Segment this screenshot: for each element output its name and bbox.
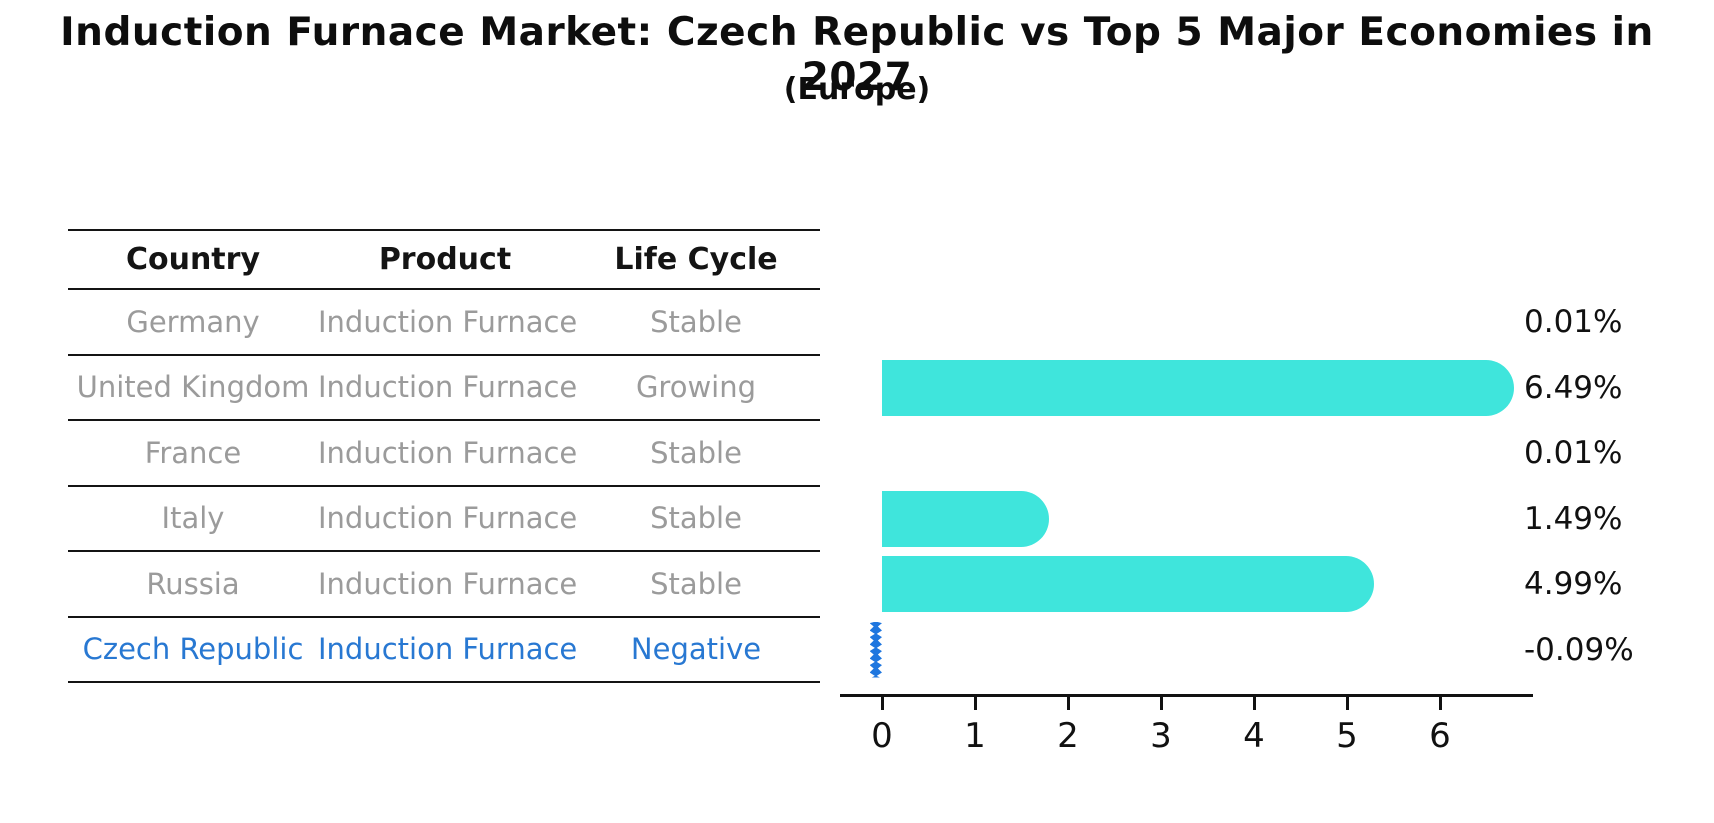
country-table: Country Product Life Cycle Germany Induct… [68, 229, 820, 683]
x-tick-1 [973, 697, 977, 710]
table-row-russia: Russia Induction Furnace Stable [68, 550, 820, 616]
table-row-germany: Germany Induction Furnace Stable [68, 288, 820, 354]
cell-country: Russia [146, 566, 240, 601]
x-tick-label-2: 2 [1057, 716, 1079, 756]
value-label-czech-republic: -0.09% [1524, 631, 1634, 668]
cell-life-cycle: Negative [630, 632, 762, 667]
x-tick-label-4: 4 [1243, 716, 1265, 756]
cell-product: Induction Furnace [318, 501, 578, 536]
bar-czech-republic [869, 621, 882, 678]
table-row-italy: Italy Induction Furnace Stable [68, 484, 820, 551]
x-tick-5 [1345, 697, 1349, 710]
x-tick-4 [1252, 697, 1256, 710]
value-label-united-kingdom: 6.49% [1524, 369, 1623, 406]
x-tick-3 [1159, 697, 1163, 710]
bar-united-kingdom [882, 359, 1514, 416]
cell-life-cycle: Stable [650, 566, 742, 601]
x-tick-label-6: 6 [1429, 716, 1451, 756]
x-tick-0 [880, 697, 884, 710]
x-tick-label-3: 3 [1150, 716, 1172, 756]
value-label-italy: 1.49% [1524, 500, 1623, 537]
bar-italy [882, 490, 1049, 547]
table-body: Germany Induction Furnace Stable United Kin… [68, 288, 820, 681]
x-tick-label-0: 0 [871, 716, 893, 756]
column-header-country: Country [125, 242, 261, 277]
value-label-russia: 4.99% [1524, 566, 1623, 602]
cell-life-cycle: Stable [650, 501, 742, 536]
cell-country: Italy [161, 501, 225, 536]
cell-country: Germany [126, 304, 260, 339]
table-row-united-kingdom: United Kingdom Induction Furnace Growing [68, 353, 820, 420]
x-tick-6 [1438, 697, 1442, 710]
cell-life-cycle: Stable [650, 304, 742, 339]
cell-product: Induction Furnace [318, 632, 578, 667]
cell-life-cycle: Stable [650, 435, 742, 470]
column-header-product: Product [378, 242, 512, 277]
cell-product: Induction Furnace [318, 370, 578, 405]
cell-product: Induction Furnace [318, 435, 578, 470]
cell-product: Induction Furnace [318, 566, 578, 601]
x-tick-label-1: 1 [964, 716, 986, 756]
x-tick-label-5: 5 [1336, 716, 1358, 756]
cell-country: France [144, 435, 242, 470]
table-header-row: Country Product Life Cycle [68, 229, 820, 288]
cell-life-cycle: Growing [635, 370, 757, 405]
cell-country: United Kingdom [76, 370, 310, 405]
page-title: Induction Furnace Market: Czech Republic… [60, 10, 1654, 100]
cell-product: Induction Furnace [318, 304, 578, 339]
x-axis-line [840, 694, 1533, 697]
cell-country: Czech Republic [82, 632, 304, 667]
value-label-france: 0.01% [1524, 435, 1623, 471]
table-row-czech-republic: Czech Republic Induction Furnace Negative [68, 615, 820, 682]
x-tick-2 [1066, 697, 1070, 710]
page-subtitle: (Europe) [783, 72, 931, 107]
table-row-france: France Induction Furnace Stable [68, 419, 820, 485]
bar-russia [882, 556, 1375, 612]
value-label-germany: 0.01% [1524, 304, 1623, 340]
column-header-life-cycle: Life Cycle [614, 242, 778, 277]
